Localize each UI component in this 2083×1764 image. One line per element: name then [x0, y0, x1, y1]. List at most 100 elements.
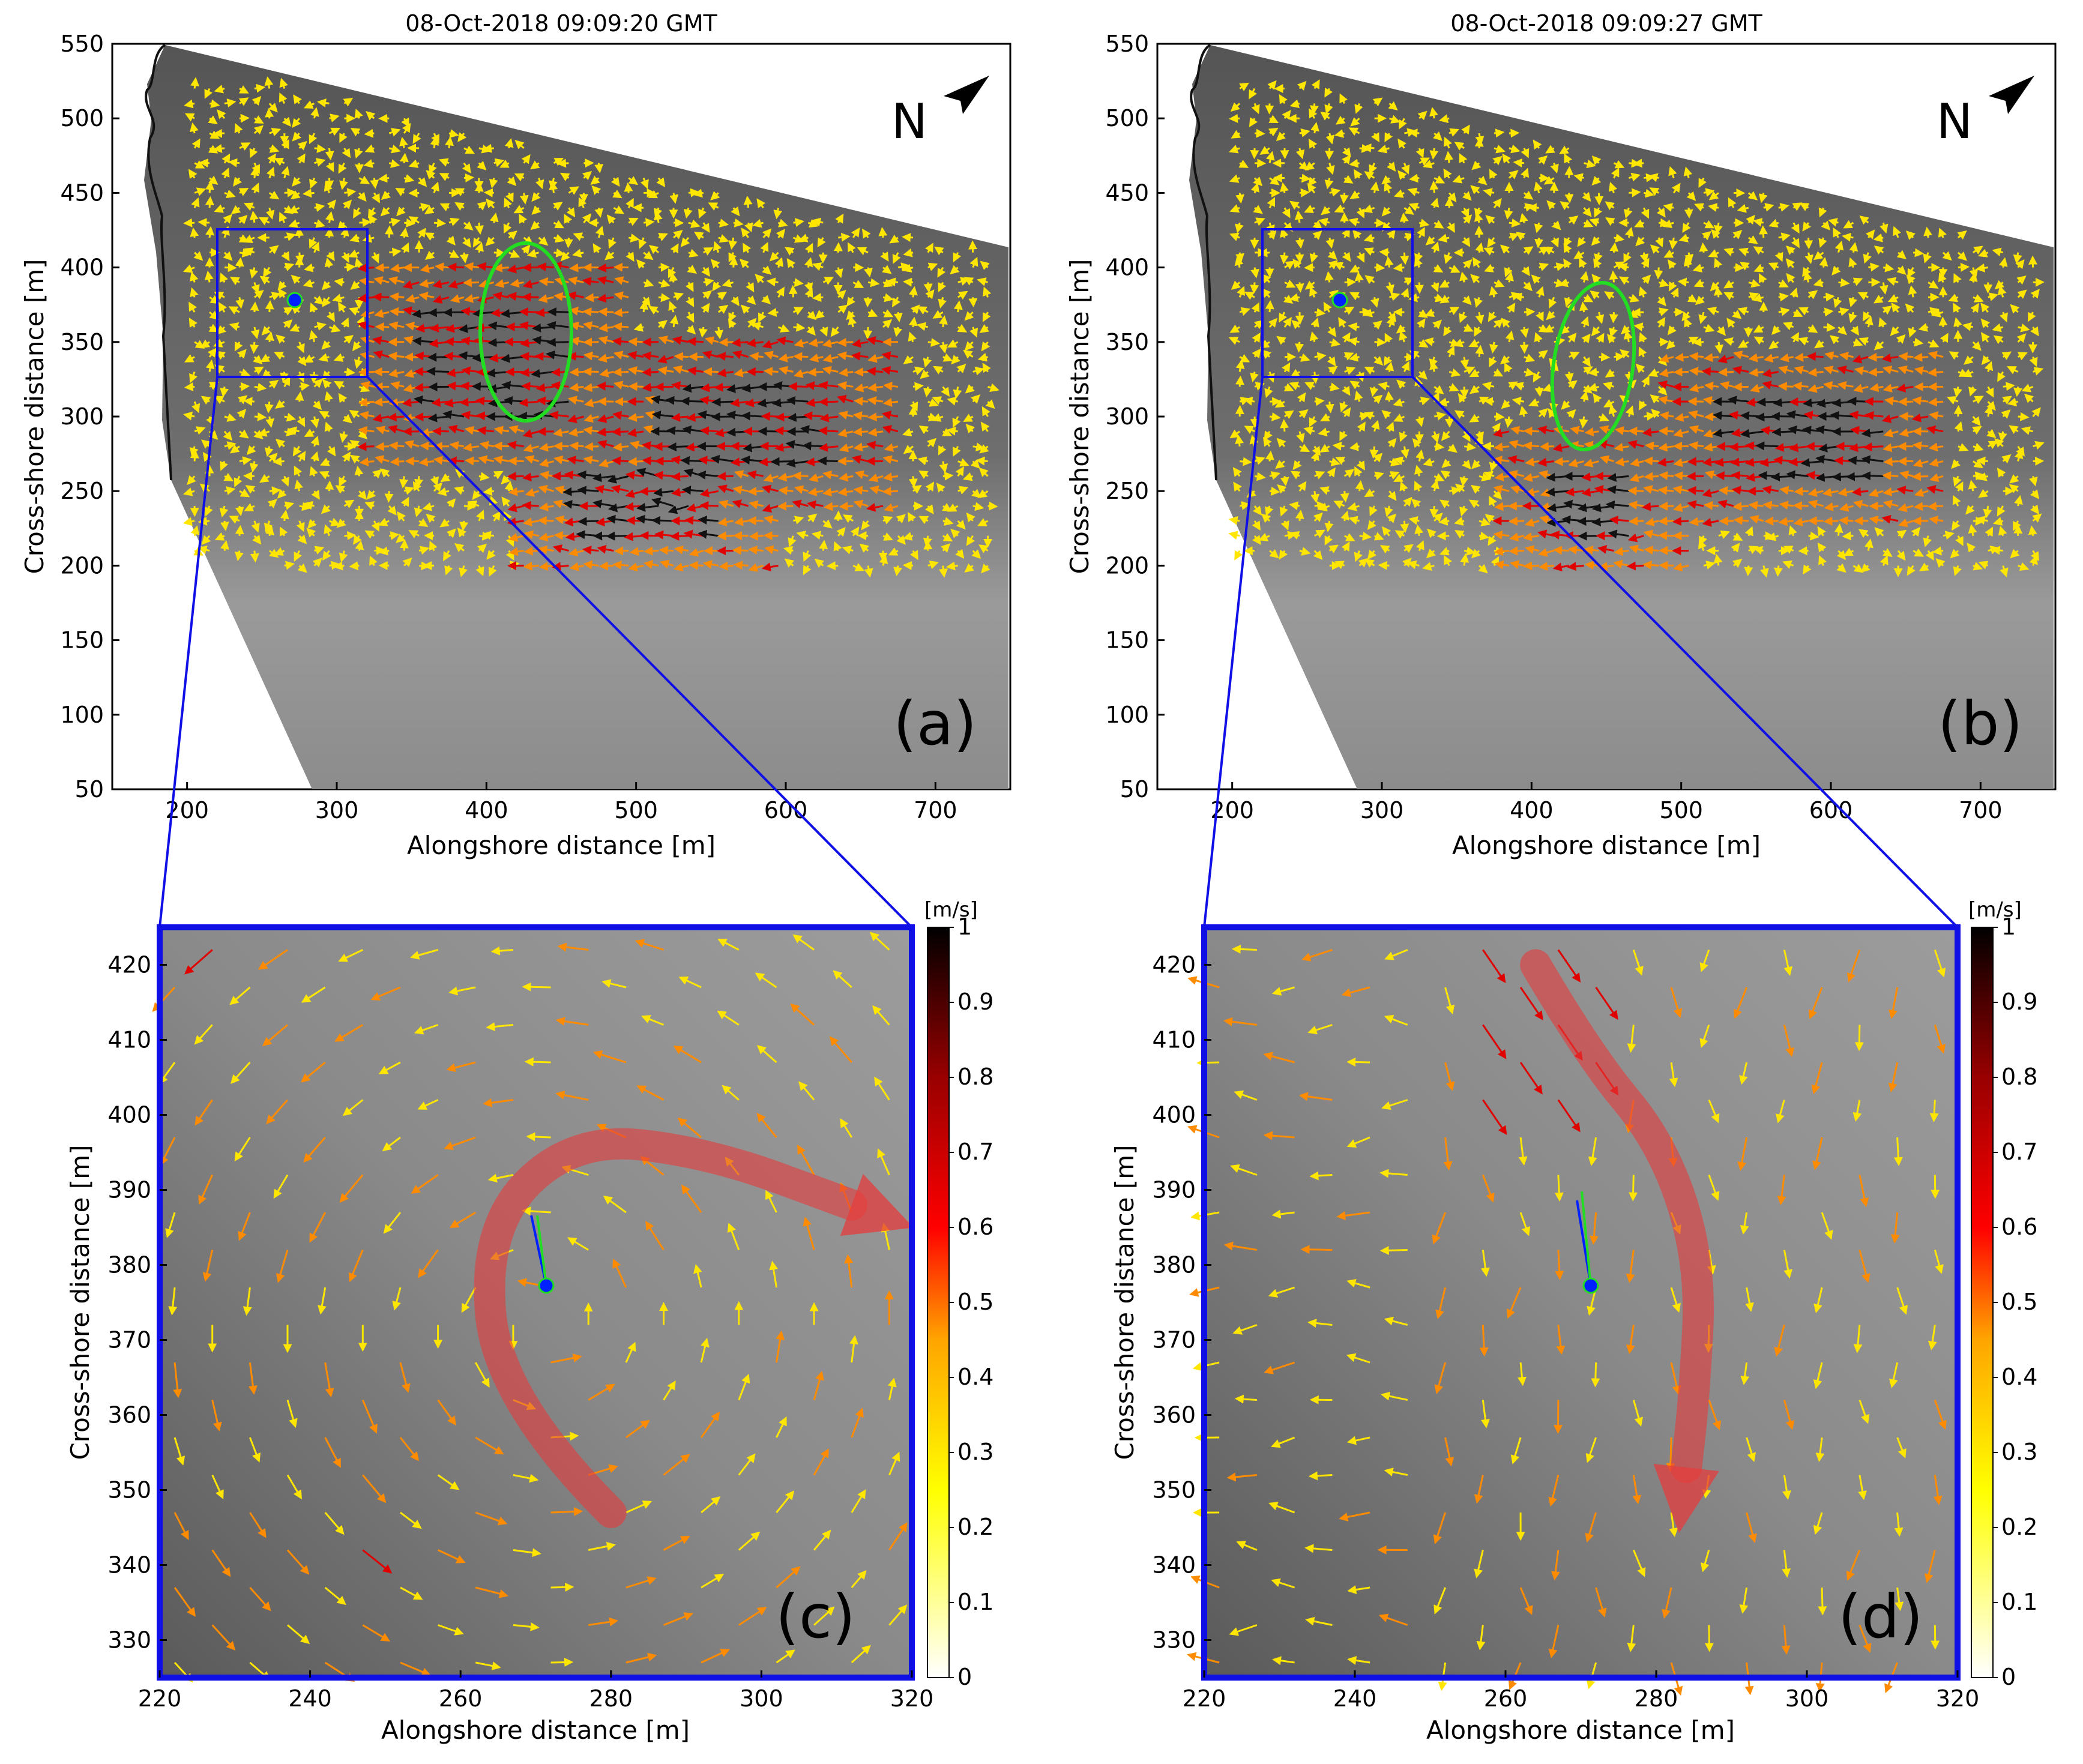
panel-b-ytick-label: 100 [1105, 702, 1149, 728]
panel-b-velocity-vector [1719, 486, 1734, 495]
panel-a-velocity-vector [507, 472, 524, 481]
panel-d-colorbar-tick-label: 0 [2001, 1664, 2016, 1690]
panel-b-velocity-vector [1564, 166, 1574, 178]
panel-a-velocity-vector [214, 396, 225, 405]
panel-a-velocity-vector [370, 178, 379, 189]
panel-a-velocity-vector [357, 191, 367, 202]
panel-a-velocity-vector [222, 153, 231, 164]
panel-a-velocity-vector [908, 406, 918, 417]
panel-a-velocity-vector [353, 207, 362, 219]
panel-b-velocity-vector [1434, 442, 1445, 451]
panel-a-velocity-vector [523, 546, 539, 556]
panel-a-velocity-vector [493, 263, 509, 272]
panel-c: (c) 220 240 260 280 300 320 330 340 350 360 370 38… [65, 898, 993, 1745]
panel-b-letter: (b) [1938, 688, 2023, 759]
panel-a-velocity-vector [193, 251, 203, 261]
panel-a-ytick-label: 200 [60, 552, 104, 579]
panel-b-velocity-vector [1732, 502, 1749, 511]
panel-a-velocity-vector [716, 352, 734, 361]
panel-a-velocity-vector [218, 302, 228, 313]
panel-a-velocity-vector [569, 441, 584, 451]
panel-a-velocity-vector [399, 152, 409, 163]
panel-a-velocity-vector [968, 297, 978, 308]
panel-a-velocity-vector [354, 357, 363, 369]
panel-b-velocity-vector [1838, 278, 1850, 287]
panel-a-velocity-vector [749, 352, 764, 361]
panel-b-velocity-vector [1913, 248, 1924, 257]
panel-a-velocity-vector [463, 501, 477, 511]
panel-a-velocity-vector [189, 271, 199, 283]
panel-a-velocity-vector [253, 290, 264, 300]
panel-b-velocity-vector [1513, 292, 1525, 302]
panel-a-velocity-vector [408, 159, 420, 168]
panel-b-velocity-vector [1534, 387, 1544, 397]
panel-a-velocity-vector [343, 335, 354, 345]
panel-a-velocity-vector [390, 263, 405, 273]
panel-a-velocity-vector [388, 159, 400, 168]
panel-b-velocity-vector [1269, 486, 1280, 496]
panel-a-velocity-vector [747, 487, 764, 496]
panel-a-velocity-vector [303, 278, 315, 287]
panel-a-velocity-vector [342, 199, 352, 209]
panel-d-colorbar-tick-label: 0.4 [2001, 1364, 2037, 1390]
panel-a-velocity-vector [354, 108, 363, 119]
panel-a-velocity-vector [788, 284, 798, 298]
panel-b-velocity-vector [1414, 282, 1424, 294]
panel-d-colorbar: [m/s]00.10.20.30.40.50.60.70.80.91 [1968, 898, 2037, 1690]
panel-a-velocity-vector [197, 545, 210, 555]
panel-a-velocity-vector [267, 499, 277, 508]
panel-b-velocity-vector [1314, 397, 1325, 406]
panel-a-xlabel: Alongshore distance [m] [407, 831, 716, 860]
panel-a-velocity-vector [306, 528, 316, 538]
panel-b-velocity-vector [2028, 525, 2037, 536]
panel-b-velocity-vector [1958, 262, 1970, 272]
panel-a-velocity-vector [243, 471, 255, 481]
panel-b-velocity-vector [1374, 337, 1387, 347]
panel-b-velocity-vector [1659, 471, 1674, 480]
panel-b-velocity-vector [1584, 427, 1599, 437]
panel-c-colorbar-tick-label: 0.5 [957, 1289, 993, 1315]
panel-b-velocity-vector [1823, 292, 1835, 302]
panel-a-velocity-vector [367, 207, 376, 219]
panel-a-velocity-vector [246, 445, 256, 456]
panel-a-velocity-vector [388, 276, 405, 285]
panel-a-velocity-vector [384, 225, 394, 238]
panel-a-title: 08-Oct-2018 09:09:20 GMT [405, 10, 717, 37]
panel-b-velocity-vector [1429, 505, 1439, 519]
panel-a-velocity-vector [826, 561, 839, 571]
panel-a-velocity-vector [363, 159, 375, 168]
panel-a-velocity-vector [388, 369, 405, 378]
panel-b-velocity-vector [1842, 531, 1854, 541]
panel-a-velocity-vector [284, 561, 295, 570]
panel-a-velocity-vector [493, 441, 509, 451]
panel-a-velocity-vector [321, 280, 331, 290]
panel-a-velocity-vector [319, 457, 330, 466]
panel-a-velocity-vector [267, 153, 276, 164]
panel-a-velocity-vector [354, 148, 363, 159]
panel-a-velocity-vector [291, 274, 301, 284]
panel-b-ytick-label: 400 [1105, 254, 1149, 281]
panel-a-velocity-vector [200, 439, 211, 449]
panel-a-velocity-vector [564, 237, 573, 248]
panel-b-rip-marker [1331, 292, 1348, 309]
panel-a-velocity-vector [292, 176, 301, 187]
panel-a-velocity-vector [364, 144, 375, 153]
panel-a-velocity-vector [324, 421, 333, 432]
panel-a-velocity-vector [426, 367, 450, 376]
panel-a-velocity-vector [204, 505, 213, 517]
panel-a-velocity-vector [747, 516, 764, 526]
panel-a-velocity-vector [264, 402, 274, 414]
panel-d-velocity-vector [1554, 1175, 1564, 1202]
panel-d-velocity-vector [1231, 945, 1257, 954]
panel-a-velocity-vector [902, 233, 914, 242]
panel-a-velocity-vector [200, 396, 211, 405]
panel-a-velocity-vector [358, 397, 375, 407]
panel-c-ylabel: Cross-shore distance [m] [65, 1145, 95, 1460]
panel-d-ytick-label: 330 [1152, 1627, 1196, 1654]
panel-a-velocity-vector [276, 334, 286, 344]
panel-a-velocity-vector [432, 426, 450, 436]
panel-a-velocity-vector [666, 426, 689, 436]
panel-b-velocity-vector [1763, 531, 1774, 541]
panel-c-colorbar-tick-label: 0.1 [957, 1589, 993, 1615]
panel-a-velocity-vector [372, 414, 390, 423]
